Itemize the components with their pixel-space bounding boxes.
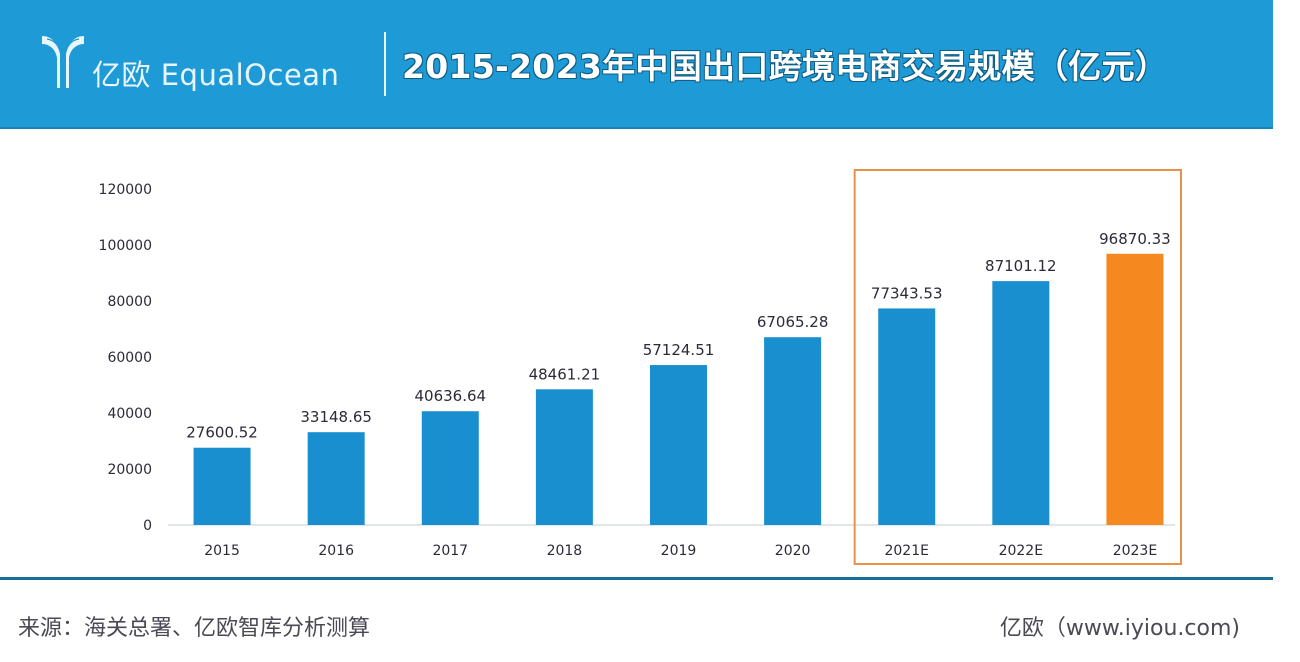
y-tick-label: 40000: [107, 406, 152, 422]
bars-group: 27600.52 33148.65 40636.64 48461.21 57124.51…: [186, 230, 1171, 526]
x-tick-label: 2016: [318, 543, 354, 559]
bar-2021E: [878, 308, 936, 525]
y-tick-label: 60000: [107, 350, 152, 366]
y-tick-label: 100000: [99, 238, 152, 254]
x-tick-label: 2015: [204, 543, 240, 559]
header-banner: 亿欧 EqualOcean 2015-2023年中国出口跨境电商交易规模（亿元）: [0, 0, 1273, 129]
x-tick-label: 2017: [432, 543, 468, 559]
credit-note: 亿欧（www.iyiou.com): [999, 616, 1240, 641]
data-label: 87101.12: [985, 257, 1057, 275]
data-label: 48461.21: [529, 365, 601, 383]
y-tick-label: 0: [143, 518, 152, 534]
bar-2023E: [1106, 253, 1164, 526]
x-tick-label: 2022E: [999, 543, 1043, 559]
bar-2017: [421, 411, 479, 525]
data-label: 33148.65: [300, 408, 372, 426]
x-tick-label: 2020: [775, 543, 811, 559]
bar-2022E: [992, 281, 1050, 525]
data-label: 40636.64: [414, 387, 486, 405]
data-label: 57124.51: [643, 341, 715, 359]
x-tick-label: 2023E: [1113, 543, 1157, 559]
y-tick-label: 80000: [107, 294, 152, 310]
footer-divider: [0, 577, 1273, 580]
bar-2018: [535, 389, 593, 525]
x-tick-label: 2019: [661, 543, 697, 559]
bar-chart: 0 20000 40000 60000 80000 100000 120000 27600.…: [99, 169, 1183, 565]
y-tick-label: 120000: [99, 182, 152, 198]
header-divider: [384, 32, 386, 96]
chart-title: 2015-2023年中国出口跨境电商交易规模（亿元）: [402, 47, 1169, 86]
equalocean-logo-icon: [42, 36, 84, 88]
bar-2015: [193, 447, 251, 525]
bar-2020: [764, 337, 822, 525]
x-axis: 2015 2016 2017 2018 2019 2020 2021E 2022E 2023E: [204, 543, 1157, 559]
data-label: 96870.33: [1099, 230, 1171, 248]
estimate-highlight-box: [853, 169, 1183, 565]
x-tick-label: 2018: [547, 543, 583, 559]
brand-name: 亿欧 EqualOcean: [92, 58, 340, 92]
data-label: 27600.52: [186, 424, 258, 442]
source-note: 来源：海关总署、亿欧智库分析测算: [18, 616, 371, 641]
bar-2019: [650, 365, 707, 525]
bar-2016: [307, 432, 365, 525]
x-tick-label: 2021E: [884, 543, 928, 559]
data-label: 67065.28: [757, 313, 829, 331]
data-label: 77343.53: [871, 284, 943, 302]
y-axis: 0 20000 40000 60000 80000 100000 120000: [99, 182, 152, 534]
y-tick-label: 20000: [107, 462, 152, 478]
